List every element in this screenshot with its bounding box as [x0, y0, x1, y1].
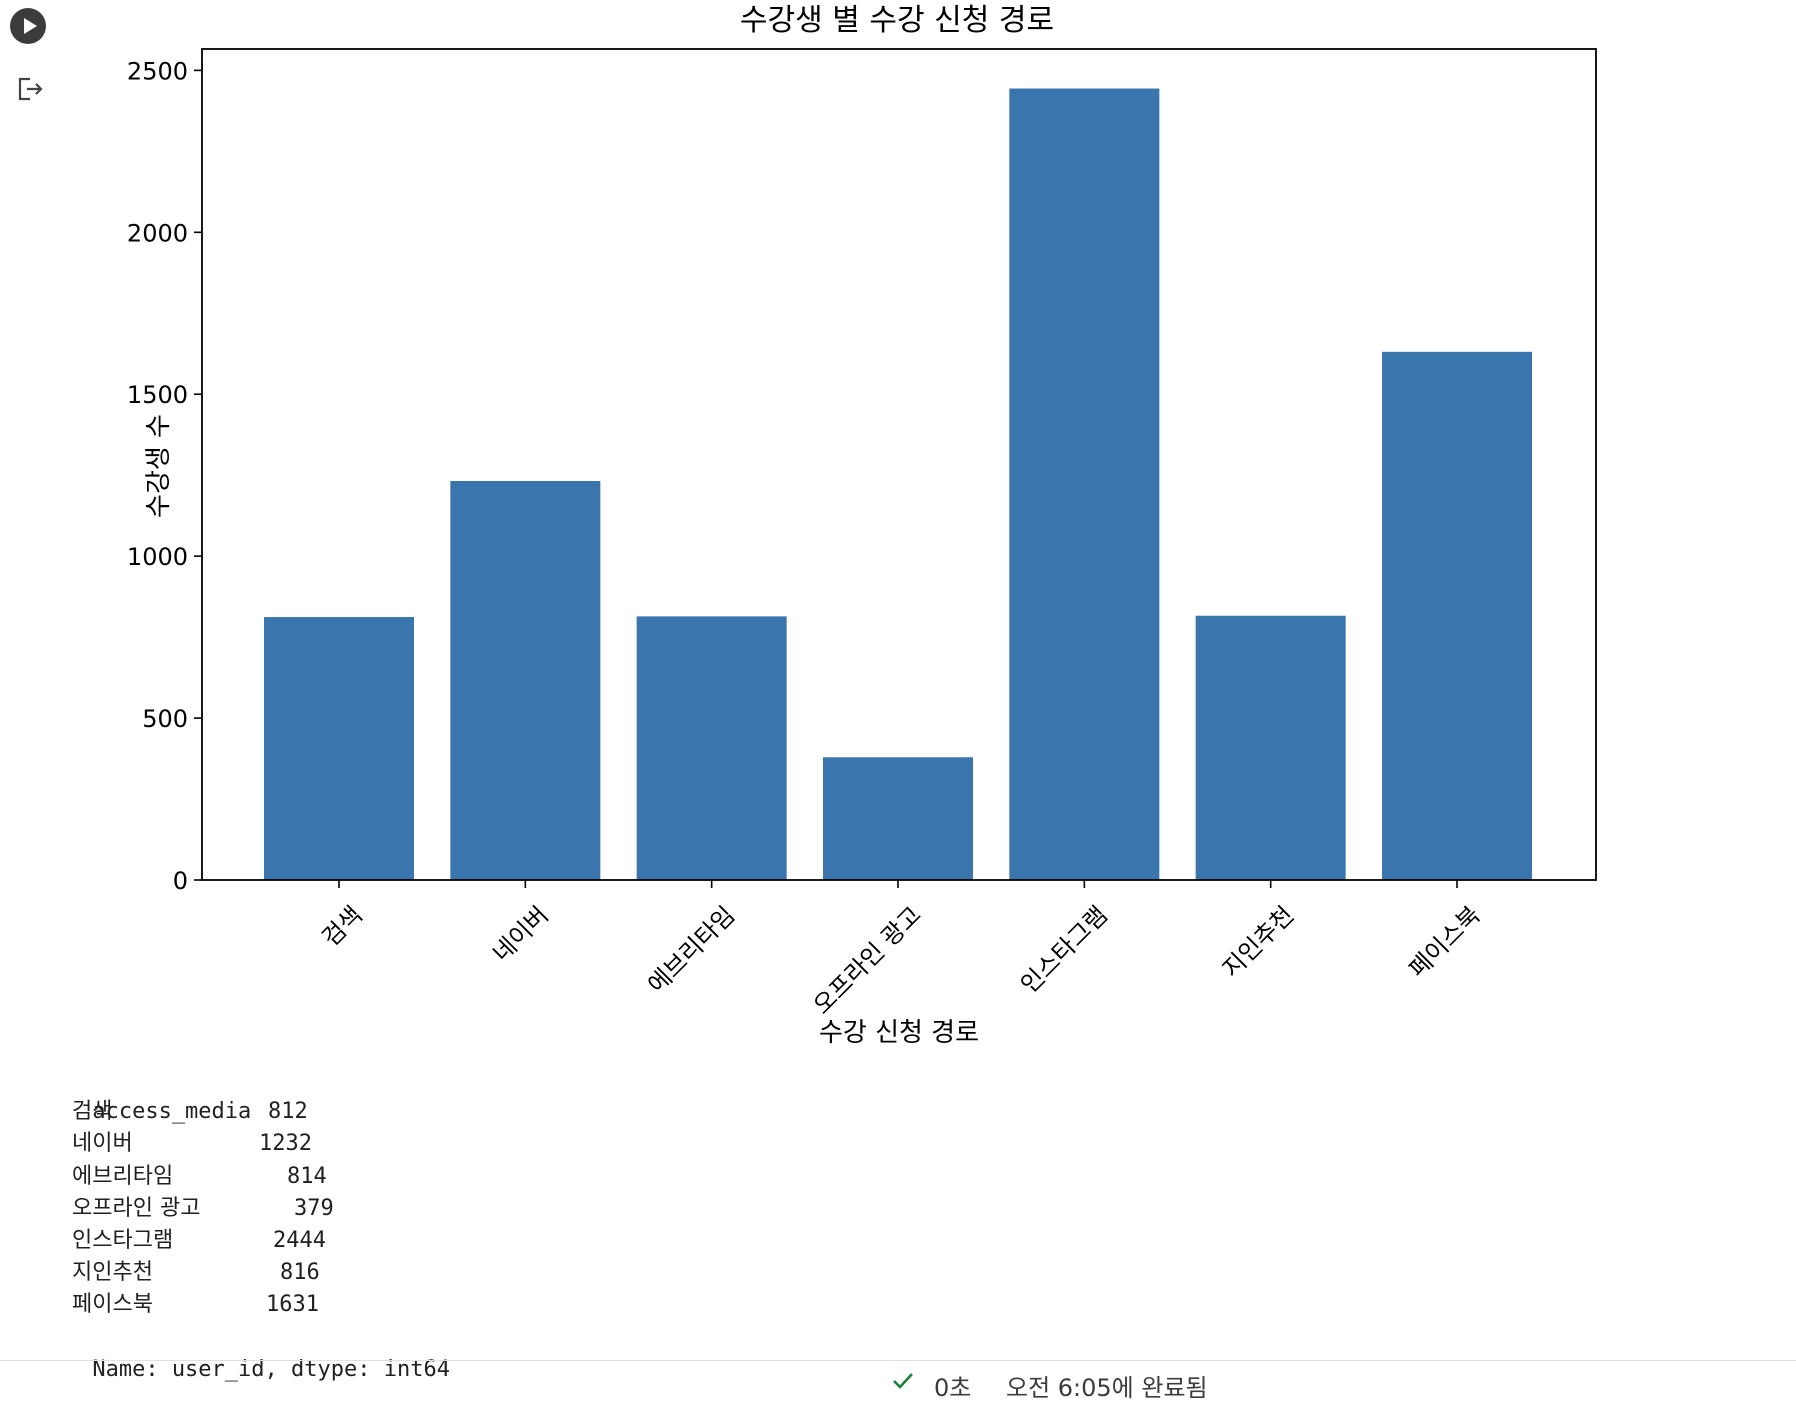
play-icon [24, 18, 37, 34]
output-row-value: 379 [294, 1195, 334, 1221]
bar-1 [264, 617, 414, 880]
output-row-value: 816 [280, 1260, 320, 1286]
x-axis-label: 수강 신청 경로 [819, 1018, 979, 1048]
bar-6 [1195, 615, 1346, 880]
y-tick-label: 2000 [127, 219, 188, 247]
run-cell-button[interactable] [10, 8, 46, 44]
output-row-label: 검색 [72, 1099, 113, 1125]
output-row: 네이버 1232 [72, 1128, 772, 1160]
output-row-value: 2444 [273, 1227, 326, 1253]
x-tick-label: 인스타그램 [1015, 901, 1113, 999]
cell-gutter [0, 0, 60, 1360]
bar-chart: 수강생 별 수강 신청 경로 0 500 1000 1500 2000 2500 검색 네이… [127, 3, 1597, 1048]
x-tick-label: 에브리타임 [642, 901, 740, 999]
y-tick-label: 500 [142, 705, 188, 733]
output-row-label: 페이스북 [72, 1292, 153, 1318]
bar-5 [1009, 88, 1160, 880]
output-row: 에브리타임 814 [72, 1161, 772, 1193]
bar-2 [450, 481, 601, 880]
output-row: 지인추천 816 [72, 1257, 772, 1289]
bar-7 [1382, 351, 1532, 881]
x-tick-label: 오프라인 광고 [808, 901, 927, 1020]
output-row: 검색 812 [72, 1096, 772, 1128]
x-tick-label: 페이스북 [1403, 901, 1485, 983]
execution-duration: 0초 [934, 1374, 972, 1402]
y-tick-label: 2500 [127, 57, 188, 85]
check-icon [893, 1373, 913, 1389]
output-footer-row: Name: user_id, dtype: int64 [72, 1322, 772, 1382]
plot-frame [201, 48, 1597, 881]
output-header: access_media [92, 1099, 252, 1125]
output-row-value: 1232 [259, 1131, 312, 1157]
output-row: 인스타그램 2444 [72, 1225, 772, 1257]
output-row-label: 인스타그램 [72, 1227, 174, 1253]
bar-4 [823, 757, 973, 880]
cell-divider [0, 1360, 1796, 1361]
series-output: access_media 검색 812 네이버 1232 에브리타임 814 오… [72, 1064, 772, 1382]
output-row-value: 814 [287, 1163, 327, 1189]
completion-time: 오전 6:05에 완료됨 [1006, 1374, 1208, 1402]
y-tick-label: 1000 [127, 543, 188, 571]
output-exit-icon[interactable] [16, 74, 46, 104]
output-header-row: access_media [72, 1064, 772, 1124]
output-row-label: 에브리타임 [72, 1163, 174, 1189]
chart-title: 수강생 별 수강 신청 경로 [740, 3, 1054, 38]
output-row: 페이스북 1631 [72, 1289, 772, 1321]
y-tick-label: 1500 [127, 381, 188, 409]
x-tick-label: 검색 [317, 901, 368, 952]
execution-status-bar: 0초 오전 6:05에 완료됨 [0, 1362, 1796, 1402]
output-row-label: 지인추천 [72, 1260, 153, 1286]
output-row-label: 오프라인 광고 [72, 1195, 201, 1221]
output-row-label: 네이버 [72, 1131, 133, 1157]
y-tick-label: 0 [173, 867, 188, 895]
x-tick-label: 네이버 [487, 901, 554, 968]
bar-3 [636, 616, 787, 880]
output-row-value: 812 [268, 1099, 308, 1125]
y-axis-label: 수강생 수 [144, 414, 174, 518]
output-row: 오프라인 광고 379 [72, 1193, 772, 1225]
x-tick-label: 지인추천 [1217, 901, 1299, 983]
output-row-value: 1631 [266, 1292, 319, 1318]
